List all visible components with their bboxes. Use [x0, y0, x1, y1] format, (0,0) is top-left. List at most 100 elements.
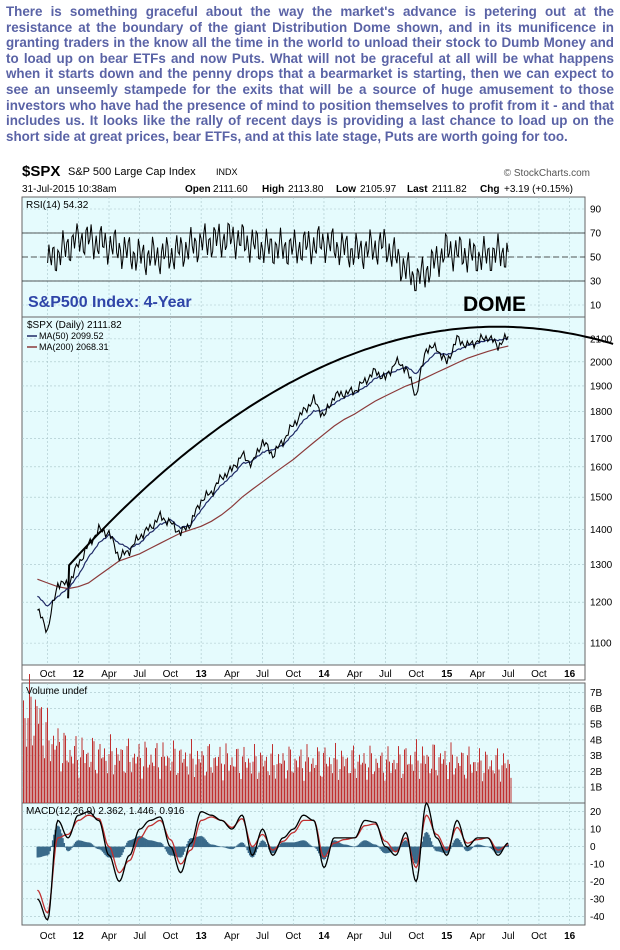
macd-histogram-bar — [399, 845, 402, 848]
macd-histogram-bar — [53, 834, 55, 848]
macd-histogram-bar — [36, 846, 39, 858]
volume-bar — [182, 762, 183, 803]
macd-histogram-bar — [220, 846, 223, 848]
macd-histogram-bar — [346, 844, 348, 848]
dome-curve — [67, 325, 614, 599]
macd-histogram-bar — [314, 846, 316, 848]
volume-bar — [186, 766, 188, 803]
volume-bar — [41, 707, 42, 803]
price-y-tick-label: 1600 — [590, 462, 613, 473]
macd-histogram-bar — [237, 844, 240, 848]
macd-histogram-bar — [504, 845, 507, 848]
macd-histogram-bar — [389, 846, 392, 853]
high-value: 2113.80 — [288, 184, 324, 195]
macd-histogram-bar — [306, 842, 309, 848]
macd-histogram-bar — [355, 846, 357, 848]
volume-bar — [225, 743, 227, 803]
volume-bar — [458, 763, 459, 803]
volume-bar — [77, 760, 78, 803]
volume-bar — [221, 763, 222, 803]
volume-bar — [78, 777, 80, 803]
macd-histogram-bar — [260, 840, 263, 848]
volume-bar — [273, 765, 275, 803]
volume-bar — [354, 768, 356, 803]
x-tick-label: Oct — [531, 931, 547, 942]
macd-histogram-bar — [165, 846, 168, 852]
macd-histogram-bar — [182, 846, 185, 855]
volume-bar — [389, 761, 390, 803]
volume-bar — [143, 766, 144, 803]
volume-bar — [240, 778, 242, 803]
volume-bar — [116, 747, 117, 803]
volume-bar — [414, 751, 416, 803]
volume-bar — [102, 757, 104, 803]
price-legend: $SPX (Daily) 2111.82 — [27, 320, 122, 331]
macd-histogram-bar — [91, 844, 94, 848]
volume-bar — [228, 770, 230, 803]
macd-histogram-bar — [486, 846, 489, 848]
volume-bar — [491, 760, 492, 803]
volume-bar — [380, 755, 381, 803]
macd-histogram-bar — [223, 846, 225, 848]
macd-histogram-bar — [315, 846, 318, 849]
macd-histogram-bar — [462, 846, 465, 848]
volume-bar — [26, 746, 27, 803]
volume-bar — [138, 744, 140, 803]
macd-histogram-bar — [485, 846, 488, 848]
volume-bar — [438, 757, 440, 803]
volume-bar — [341, 750, 342, 803]
volume-bar — [321, 776, 323, 803]
macd-histogram-bar — [67, 846, 69, 852]
volume-bar — [396, 763, 398, 803]
x-tick-label: Oct — [408, 669, 424, 680]
macd-histogram-bar — [183, 846, 186, 852]
macd-histogram-bar — [452, 842, 455, 848]
macd-histogram-bar — [342, 844, 344, 848]
volume-bar — [344, 766, 345, 803]
x-tick-label: Apr — [470, 669, 486, 680]
macd-histogram-bar — [169, 846, 172, 856]
volume-bar — [23, 700, 24, 803]
price-y-tick-label: 1900 — [590, 381, 613, 392]
x-tick-label: Jul — [379, 931, 392, 942]
chart-title-annotation: S&P500 Index: 4-Year — [28, 294, 192, 311]
macd-histogram-bar — [188, 838, 191, 848]
macd-histogram-bar — [373, 844, 375, 848]
volume-bar — [290, 749, 291, 803]
macd-histogram-bar — [424, 833, 426, 848]
macd-histogram-bar — [89, 842, 91, 848]
x-tick-label: 12 — [73, 669, 85, 680]
volume-bar — [342, 756, 344, 803]
volume-bar — [243, 746, 245, 803]
macd-histogram-bar — [476, 844, 479, 848]
volume-bar — [441, 763, 443, 803]
volume-bar — [216, 765, 218, 803]
macd-y-tick-label: 20 — [590, 807, 602, 818]
volume-bar — [72, 763, 74, 803]
volume-bar — [213, 758, 215, 803]
macd-histogram-bar — [78, 840, 81, 848]
volume-bar — [222, 780, 224, 803]
volume-bar — [233, 766, 234, 803]
volume-bar — [312, 758, 314, 803]
macd-histogram-bar — [96, 846, 99, 849]
macd-histogram-bar — [269, 846, 272, 852]
volume-bar — [357, 761, 359, 803]
macd-histogram-bar — [158, 842, 160, 848]
x-tick-label: 14 — [318, 669, 330, 680]
macd-histogram-bar — [259, 842, 261, 848]
macd-histogram-bar — [232, 846, 234, 849]
volume-bar — [266, 756, 267, 803]
volume-bar — [302, 768, 303, 803]
macd-histogram-bar — [51, 840, 54, 848]
volume-bar — [447, 778, 449, 803]
macd-y-tick-label: 0 — [590, 842, 596, 853]
volume-bar — [108, 754, 110, 803]
macd-histogram-bar — [443, 846, 446, 854]
macd-histogram-bar — [215, 845, 218, 848]
macd-histogram-bar — [80, 840, 82, 848]
x-tick-label: Oct — [40, 669, 56, 680]
volume-bar — [92, 737, 93, 803]
volume-bar — [425, 763, 426, 803]
volume-bar — [269, 775, 270, 803]
